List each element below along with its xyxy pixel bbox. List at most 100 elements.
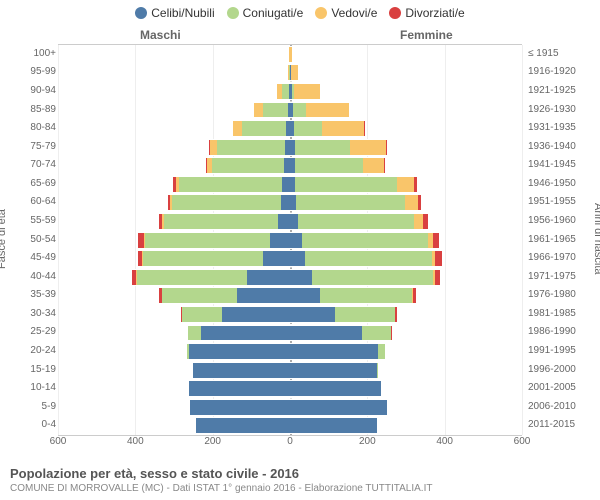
rows — [58, 45, 522, 435]
bar-segment — [162, 287, 238, 304]
birth-label: 1991-1995 — [528, 341, 596, 360]
bar-segment — [405, 194, 417, 211]
bar-segment — [414, 176, 416, 193]
legend-label: Coniugati/e — [243, 6, 304, 20]
bars-female — [290, 324, 392, 343]
bar-segment — [193, 362, 290, 379]
bar-segment — [242, 120, 286, 137]
bar-segment — [320, 287, 412, 304]
birth-label: 1936-1940 — [528, 137, 596, 156]
chart-title: Popolazione per età, sesso e stato civil… — [10, 466, 590, 481]
bars-female — [290, 119, 365, 138]
bar-segment — [290, 399, 387, 416]
bar-segment — [212, 157, 284, 174]
bar-segment — [290, 343, 378, 360]
bars-female — [290, 305, 397, 324]
bar-segment — [290, 417, 377, 434]
pyramid-row — [58, 324, 522, 343]
birth-label: 1961-1965 — [528, 230, 596, 249]
pyramid-row — [58, 398, 522, 417]
bar-segment — [377, 362, 378, 379]
bars-male — [187, 342, 290, 361]
bars-female — [290, 287, 416, 306]
bar-segment — [435, 269, 440, 286]
pyramid-row — [58, 379, 522, 398]
age-label: 55-59 — [4, 211, 56, 230]
bars-female — [290, 138, 387, 157]
bars-male — [189, 379, 290, 398]
pyramid-row — [58, 138, 522, 157]
birth-label: 1926-1930 — [528, 100, 596, 119]
bar-segment — [378, 343, 385, 360]
bar-segment — [386, 139, 388, 156]
bars-male — [173, 175, 290, 194]
bar-segment — [201, 325, 290, 342]
bar-segment — [291, 64, 298, 81]
bars-male — [159, 212, 290, 231]
birth-label: 1971-1975 — [528, 267, 596, 286]
age-label: 50-54 — [4, 230, 56, 249]
age-label: 60-64 — [4, 193, 56, 212]
age-label: 5-9 — [4, 397, 56, 416]
y-right-labels: ≤ 19151916-19201921-19251926-19301931-19… — [528, 44, 596, 434]
legend: Celibi/Nubili Coniugati/e Vedovi/e Divorzia… — [0, 6, 600, 22]
birth-label: ≤ 1915 — [528, 44, 596, 63]
bar-segment — [270, 232, 290, 249]
birth-label: 1996-2000 — [528, 360, 596, 379]
bar-segment — [281, 194, 290, 211]
bar-segment — [290, 362, 377, 379]
bar-segment — [295, 157, 363, 174]
bar-segment — [335, 306, 395, 323]
chart-subtitle: COMUNE DI MORROVALLE (MC) - Dati ISTAT 1… — [10, 483, 590, 494]
legend-label: Divorziati/e — [405, 6, 464, 20]
age-label: 20-24 — [4, 341, 56, 360]
bar-segment — [413, 287, 416, 304]
bar-segment — [247, 269, 290, 286]
x-tick: 200 — [359, 436, 376, 447]
bar-segment — [391, 325, 392, 342]
bar-segment — [145, 232, 270, 249]
bar-segment — [290, 269, 312, 286]
bar-segment — [143, 250, 263, 267]
bar-segment — [172, 194, 280, 211]
bar-segment — [179, 176, 281, 193]
birth-label: 1931-1935 — [528, 118, 596, 137]
bar-segment — [233, 120, 242, 137]
bars-female — [290, 231, 439, 250]
x-tick: 600 — [50, 436, 67, 447]
bar-segment — [290, 232, 302, 249]
bars-male — [190, 398, 290, 417]
bar-segment — [295, 139, 350, 156]
pyramid-row — [58, 249, 522, 268]
age-label: 10-14 — [4, 378, 56, 397]
age-label: 15-19 — [4, 360, 56, 379]
bar-segment — [298, 213, 415, 230]
bar-segment — [290, 287, 320, 304]
bar-segment — [295, 176, 396, 193]
age-label: 80-84 — [4, 118, 56, 137]
bars-female — [290, 175, 417, 194]
age-label: 25-29 — [4, 323, 56, 342]
legend-swatch — [315, 7, 327, 19]
birth-label: 1941-1945 — [528, 155, 596, 174]
bars-female — [290, 342, 385, 361]
age-label: 100+ — [4, 44, 56, 63]
birth-label: 2011-2015 — [528, 416, 596, 435]
legend-item: Celibi/Nubili — [135, 6, 214, 20]
pyramid-row — [58, 212, 522, 231]
legend-item: Vedovi/e — [315, 6, 377, 20]
bar-segment — [384, 157, 386, 174]
bar-segment — [322, 120, 365, 137]
bars-female — [290, 82, 320, 101]
legend-label: Vedovi/e — [331, 6, 377, 20]
bars-female — [290, 101, 349, 120]
bar-segment — [414, 213, 423, 230]
bars-male — [209, 138, 290, 157]
y-left-labels: 100+95-9990-9485-8980-8475-7970-7465-696… — [4, 44, 56, 434]
legend-swatch — [389, 7, 401, 19]
col-header-left: Maschi — [140, 28, 181, 42]
age-label: 85-89 — [4, 100, 56, 119]
pyramid-row — [58, 175, 522, 194]
bar-segment — [222, 306, 290, 323]
pyramid-row — [58, 64, 522, 83]
